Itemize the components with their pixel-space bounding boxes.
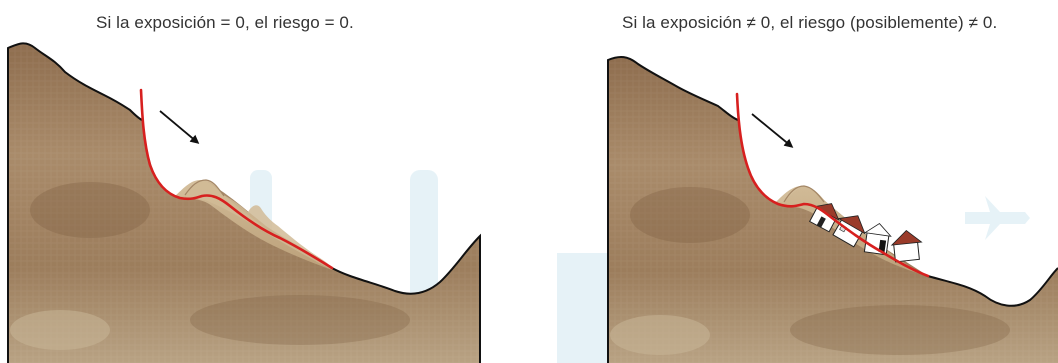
right-soil-patch-3 xyxy=(610,315,710,355)
right-soil-patch-2 xyxy=(790,305,1010,355)
caption-right: Si la exposición ≠ 0, el riesgo (posible… xyxy=(622,13,998,32)
left-failure-surface xyxy=(139,88,334,270)
right-soil-patch-1 xyxy=(630,187,750,243)
right-terrain-outline xyxy=(607,55,1058,363)
watermark-plane xyxy=(965,196,1030,240)
right-deposit-top-outline xyxy=(783,185,825,203)
caption-left: Si la exposición = 0, el riesgo = 0. xyxy=(96,13,354,32)
house-icon xyxy=(863,223,892,256)
left-soil-patch-1 xyxy=(30,182,150,238)
right-failure-surface xyxy=(735,92,930,278)
left-panel xyxy=(7,42,481,363)
right-movement-arrow-icon xyxy=(751,113,794,148)
left-soil-patch-2 xyxy=(190,295,410,345)
right-panel xyxy=(607,55,1058,363)
left-soil-patch-3 xyxy=(10,310,110,350)
watermark-tower-right xyxy=(410,170,438,310)
left-movement-arrow-icon xyxy=(159,110,200,144)
left-terrain-outline xyxy=(7,42,481,363)
left-deposit-top-outline xyxy=(184,179,225,197)
left-terrain-texture xyxy=(8,43,480,363)
house-icon xyxy=(890,230,923,263)
